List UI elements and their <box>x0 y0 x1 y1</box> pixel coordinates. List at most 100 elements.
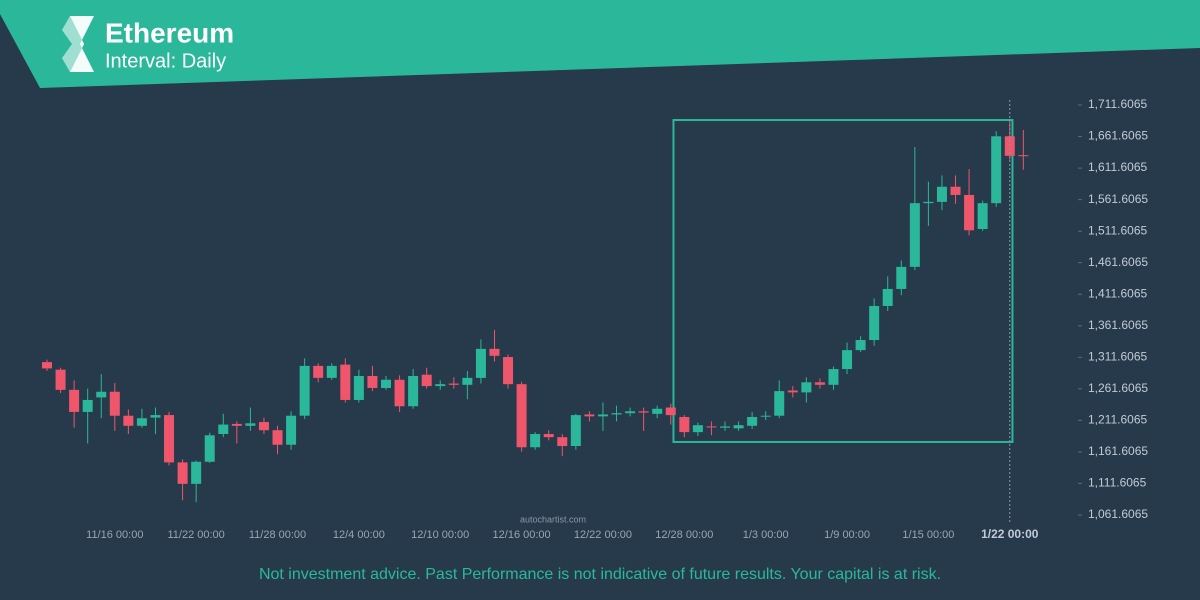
candle-body <box>774 391 785 416</box>
y-tick-label: 1,111.6065 <box>1088 476 1147 490</box>
x-tick-label: 11/28 00:00 <box>249 529 306 541</box>
y-tick-label: 1,711.6065 <box>1088 97 1147 111</box>
candle-body <box>692 425 703 433</box>
x-tick-label: 11/16 00:00 <box>86 529 143 541</box>
y-tick-label: 1,161.6065 <box>1088 444 1148 458</box>
candle-body <box>245 423 256 426</box>
candle-body <box>204 435 215 462</box>
candle-body <box>177 462 188 484</box>
candle-body <box>936 186 947 202</box>
candle-body <box>448 383 459 385</box>
header-band <box>0 0 1200 88</box>
candle-body <box>570 415 581 446</box>
candle-body <box>96 391 107 398</box>
candle-body <box>381 379 391 388</box>
candle-body <box>706 426 717 428</box>
candle-body <box>367 375 378 388</box>
candle-body <box>611 413 622 415</box>
candle-body <box>814 382 825 385</box>
candle-body <box>720 426 730 428</box>
candle-body <box>462 377 473 385</box>
candle-body <box>326 365 337 378</box>
candle-body <box>272 430 283 445</box>
candle-body <box>787 390 798 393</box>
candle-body <box>69 389 80 412</box>
candle-body <box>136 418 147 426</box>
chart-title: Ethereum <box>105 17 234 48</box>
candle-body <box>801 382 812 393</box>
watermark: autochartist.com <box>520 514 586 524</box>
candle-body <box>733 425 744 429</box>
candle-body <box>991 136 1002 204</box>
candle-body <box>353 375 364 400</box>
candle-body <box>679 416 690 433</box>
candle-body <box>435 384 446 387</box>
y-tick-label: 1,061.6065 <box>1088 507 1148 521</box>
candle-body <box>164 415 175 463</box>
candle-body <box>1004 136 1015 156</box>
y-tick-label: 1,511.6065 <box>1088 223 1147 237</box>
y-tick-label: 1,411.6065 <box>1088 286 1147 300</box>
y-tick-label: 1,461.6065 <box>1088 255 1148 269</box>
x-tick-label: 12/16 00:00 <box>493 529 551 541</box>
candle-body <box>652 408 663 414</box>
candle-body <box>557 437 568 446</box>
candle-body <box>1018 155 1029 157</box>
candle-body <box>530 434 541 448</box>
candle-body <box>340 364 351 400</box>
pattern-box <box>672 119 1014 443</box>
candle-body <box>638 411 649 413</box>
x-tick-label: 12/28 00:00 <box>655 529 713 541</box>
crosshair-label: 1/22 00:00 <box>981 527 1039 541</box>
y-tick-label: 1,261.6065 <box>1088 381 1148 395</box>
candle-body <box>313 365 324 378</box>
y-tick-label: 1,611.6065 <box>1088 160 1147 174</box>
candle-body <box>150 415 161 418</box>
candle-body <box>882 288 893 306</box>
candle-body <box>42 362 52 369</box>
candle-body <box>543 434 554 438</box>
candle-body <box>747 416 758 426</box>
candle-body <box>421 374 432 387</box>
chart-subtitle: Interval: Daily <box>105 50 226 72</box>
candle-body <box>258 422 269 431</box>
candle-body <box>909 203 920 267</box>
candle-body <box>489 348 500 356</box>
candle-body <box>842 350 853 370</box>
candle-body <box>191 461 202 484</box>
candle-body <box>760 415 771 417</box>
candle-body <box>123 415 134 426</box>
candle-body <box>597 414 608 417</box>
candle-body <box>625 411 636 414</box>
candle-body <box>475 348 486 378</box>
x-tick-label: 1/15 00:00 <box>902 529 954 541</box>
candle-body <box>82 399 93 412</box>
candle-body <box>408 375 419 407</box>
logo <box>62 16 94 72</box>
y-tick-label: 1,361.6065 <box>1088 318 1148 332</box>
candle-body <box>109 391 120 416</box>
x-tick-label: 11/22 00:00 <box>168 529 225 541</box>
candle-body <box>516 384 527 448</box>
candle-body <box>964 194 975 231</box>
candle-body <box>55 369 66 390</box>
disclaimer: Not investment advice. Past Performance … <box>259 566 941 583</box>
candle-body <box>665 407 676 416</box>
candle-body <box>869 305 880 341</box>
candle-body <box>828 369 839 385</box>
x-tick-label: 12/22 00:00 <box>574 529 632 541</box>
candle-body <box>218 424 229 435</box>
x-tick-label: 1/9 00:00 <box>824 529 870 541</box>
y-tick-label: 1,311.6065 <box>1088 349 1147 363</box>
candle-body <box>950 186 961 195</box>
candle-body <box>286 415 297 445</box>
x-tick-label: 12/4 00:00 <box>333 529 385 541</box>
x-tick-label: 12/10 00:00 <box>411 529 469 541</box>
candle-body <box>503 357 514 385</box>
y-tick-label: 1,211.6065 <box>1088 413 1147 427</box>
candle-body <box>855 340 866 351</box>
candle-body <box>584 414 595 417</box>
candle-body <box>299 365 310 416</box>
